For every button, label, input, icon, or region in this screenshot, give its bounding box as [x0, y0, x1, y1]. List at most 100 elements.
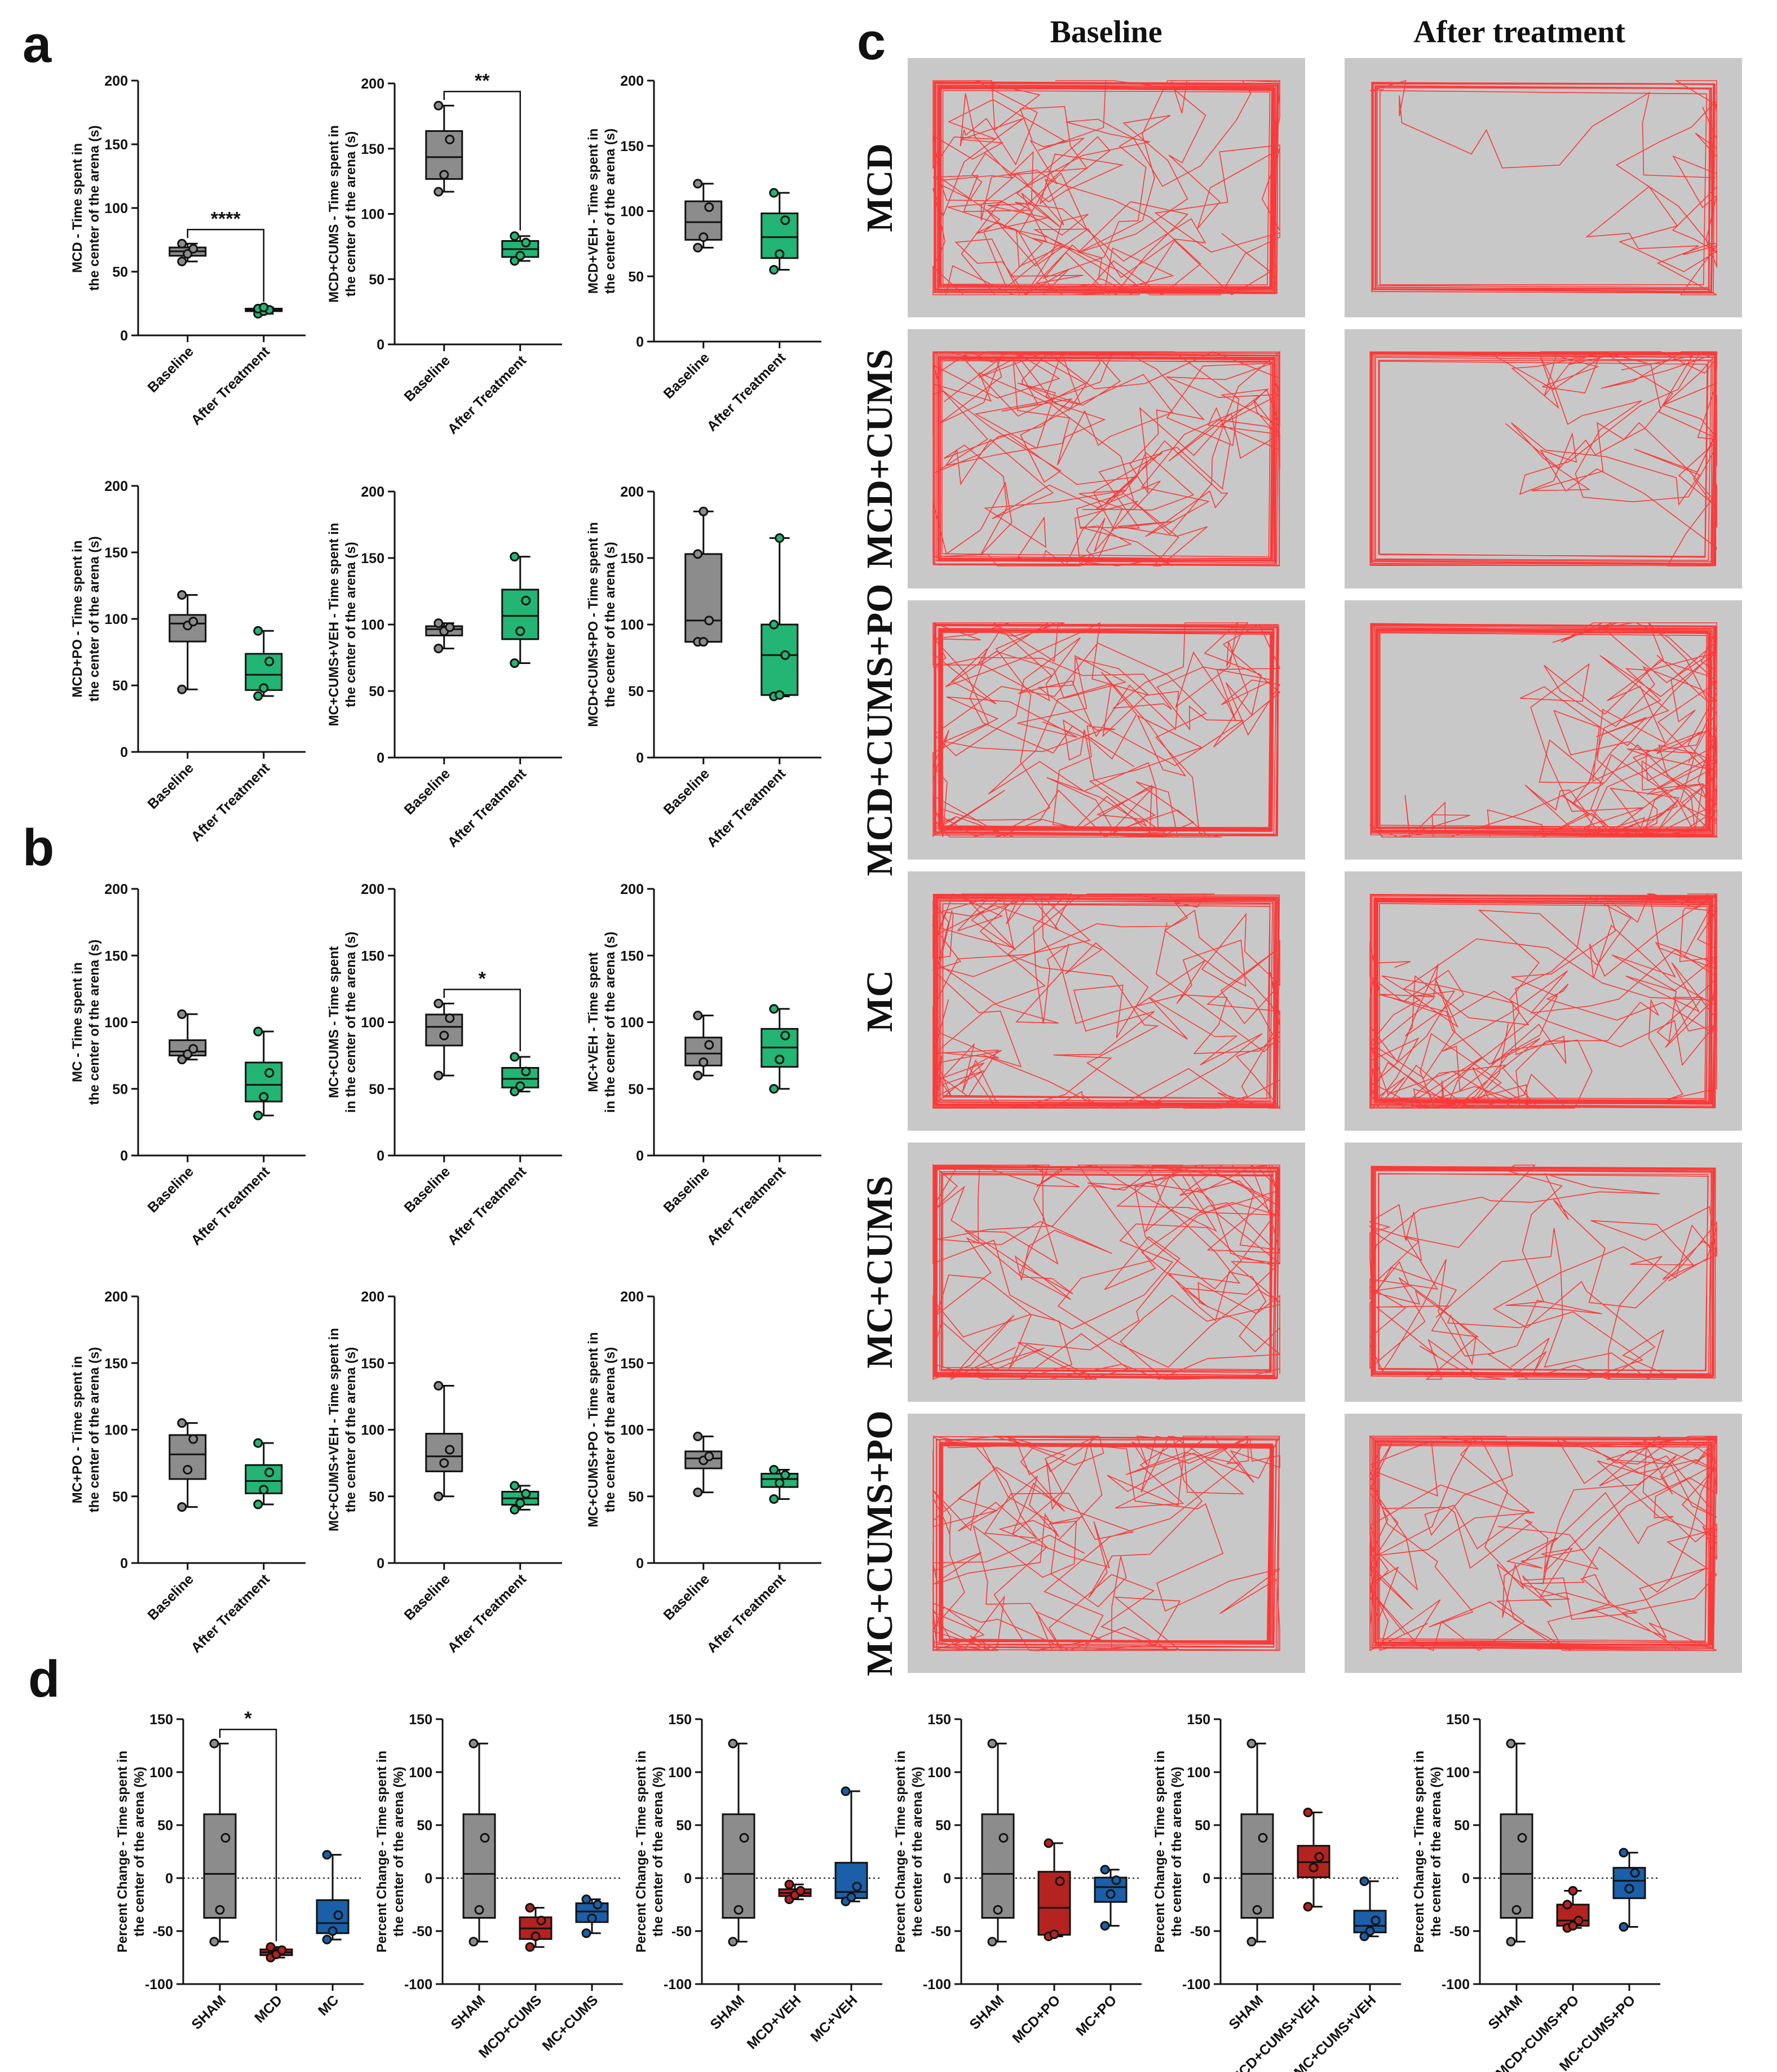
x-category-label: After Treatment — [445, 765, 530, 851]
x-category-label: After Treatment — [188, 343, 273, 428]
y-tick-label: 0 — [120, 745, 128, 760]
y-tick-label: -50 — [931, 1924, 951, 1940]
data-point — [704, 1040, 714, 1050]
y-tick-label: 50 — [369, 684, 384, 699]
data-point — [322, 1934, 332, 1945]
y-tick-label: 200 — [361, 76, 384, 92]
panel-letter-b: b — [23, 819, 54, 876]
chart-d2: -100 -50 0 50 100 150 Percent Change - Time sp… — [374, 1712, 623, 2061]
data-point — [1100, 1865, 1110, 1875]
significance-label: * — [244, 1708, 252, 1729]
data-point — [277, 1945, 287, 1955]
x-category-label: SHAM — [1226, 1992, 1266, 2033]
chart-d3: -100 -50 0 50 100 150 Percent Change - Time sp… — [634, 1712, 882, 2052]
chart-d5: -100 -50 0 50 100 150 Percent Change - Time sp… — [1152, 1712, 1401, 2072]
x-category-label: Baseline — [660, 349, 713, 402]
y-axis-label-line: the center of the arena (s) — [603, 1347, 618, 1512]
significance-label: **** — [211, 208, 241, 229]
y-axis-label-line: the center of the arena (%) — [1429, 1766, 1444, 1936]
data-point — [188, 617, 198, 627]
significance-bracket — [187, 229, 264, 302]
chart-b1: 0 50 100 150 200 MC - Time spent in the center… — [70, 882, 306, 1248]
chart-b5: 0 50 100 150 200 MC+CUMS+VEH - Time spent in t… — [326, 1289, 562, 1656]
x-category-label: Baseline — [144, 1163, 197, 1216]
data-point — [434, 187, 444, 197]
y-tick-label: -50 — [412, 1924, 432, 1940]
y-tick-label: 50 — [112, 1082, 128, 1097]
data-point — [780, 650, 790, 660]
data-point — [333, 1910, 343, 1920]
data-point — [188, 1434, 198, 1444]
y-tick-label: 100 — [1446, 1765, 1470, 1781]
x-category-label: Baseline — [660, 765, 713, 818]
chart-a1: 0 50 100 150 200 MCD - Time spent in the cente… — [70, 73, 306, 428]
box — [425, 1433, 463, 1472]
data-point — [780, 1470, 790, 1480]
x-category-label: Baseline — [660, 1163, 713, 1216]
y-tick-label: 50 — [369, 272, 384, 287]
data-point — [1111, 1875, 1121, 1885]
data-point — [264, 1068, 275, 1078]
data-point — [445, 1013, 455, 1023]
data-point — [1517, 1833, 1527, 1843]
data-point — [188, 243, 198, 254]
y-tick-label: 100 — [361, 1423, 384, 1438]
y-axis-label-line: in the center of the arena (s) — [603, 932, 618, 1113]
y-tick-label: 150 — [409, 1712, 432, 1728]
y-tick-label: 100 — [104, 201, 128, 216]
data-point — [177, 1055, 187, 1065]
data-point — [1055, 1876, 1065, 1887]
data-point — [1314, 1852, 1324, 1862]
y-tick-label: 200 — [620, 882, 644, 897]
x-category-label: Baseline — [660, 1571, 713, 1623]
data-point — [177, 1502, 187, 1512]
data-point — [1573, 1915, 1584, 1925]
y-tick-label: -100 — [923, 1977, 951, 1993]
row-header: MCD — [859, 143, 900, 232]
y-tick-label: -50 — [1190, 1924, 1210, 1940]
data-point — [699, 506, 709, 516]
y-tick-label: 200 — [620, 73, 644, 89]
y-axis-label-line: the center of the arena (s) — [603, 129, 618, 294]
data-point — [434, 1070, 444, 1081]
y-tick-label: 0 — [377, 337, 384, 353]
x-category-label: SHAM — [448, 1992, 488, 2033]
movement-track — [1369, 79, 1718, 295]
data-point — [510, 1052, 520, 1062]
y-tick-label: 0 — [684, 1871, 692, 1887]
y-tick-label: 100 — [620, 1423, 644, 1438]
data-point — [521, 1066, 531, 1077]
data-point — [253, 1438, 263, 1448]
data-point — [515, 1498, 525, 1508]
y-axis-label: MCD+CUMS - Time spent in the center of th… — [326, 125, 359, 303]
y-axis-label-line: MC+CUMS+VEH - Time spent in — [326, 1328, 342, 1531]
y-tick-label: 100 — [409, 1765, 432, 1781]
data-point — [998, 1833, 1009, 1843]
data-point — [593, 1900, 603, 1910]
y-tick-label: 0 — [377, 1148, 384, 1164]
data-point — [1506, 1937, 1516, 1947]
y-tick-label: 50 — [157, 1818, 173, 1834]
y-tick-label: 150 — [361, 1356, 384, 1371]
data-point — [739, 1833, 749, 1843]
y-axis-label-line: Percent Change - Time spent in — [1412, 1751, 1427, 1953]
box — [203, 1813, 237, 1919]
y-axis-label-line: Percent Change - Time spent in — [634, 1751, 649, 1953]
y-tick-label: 150 — [620, 948, 644, 964]
y-tick-label: 100 — [668, 1765, 692, 1781]
y-tick-label: 100 — [620, 617, 644, 633]
y-axis-label-line: Percent Change - Time spent in — [115, 1751, 130, 1953]
row-header: MC+CUMS+PO — [859, 1410, 900, 1676]
y-tick-label: 50 — [1195, 1818, 1210, 1834]
x-category-label: After Treatment — [704, 1163, 789, 1248]
x-category-label: SHAM — [1485, 1992, 1526, 2033]
data-point — [699, 232, 709, 242]
y-axis-label-line: the center of the arena (s) — [87, 125, 102, 290]
x-category-label: MC+CUMS — [540, 1992, 602, 2054]
x-category-label: Baseline — [144, 343, 197, 396]
data-point — [468, 1738, 479, 1748]
y-axis-label-line: MCD+PO - Time spent in — [70, 541, 85, 698]
data-point — [209, 1738, 219, 1748]
y-tick-label: 0 — [165, 1871, 173, 1887]
y-axis-label-line: the center of the arena (%) — [132, 1766, 147, 1936]
